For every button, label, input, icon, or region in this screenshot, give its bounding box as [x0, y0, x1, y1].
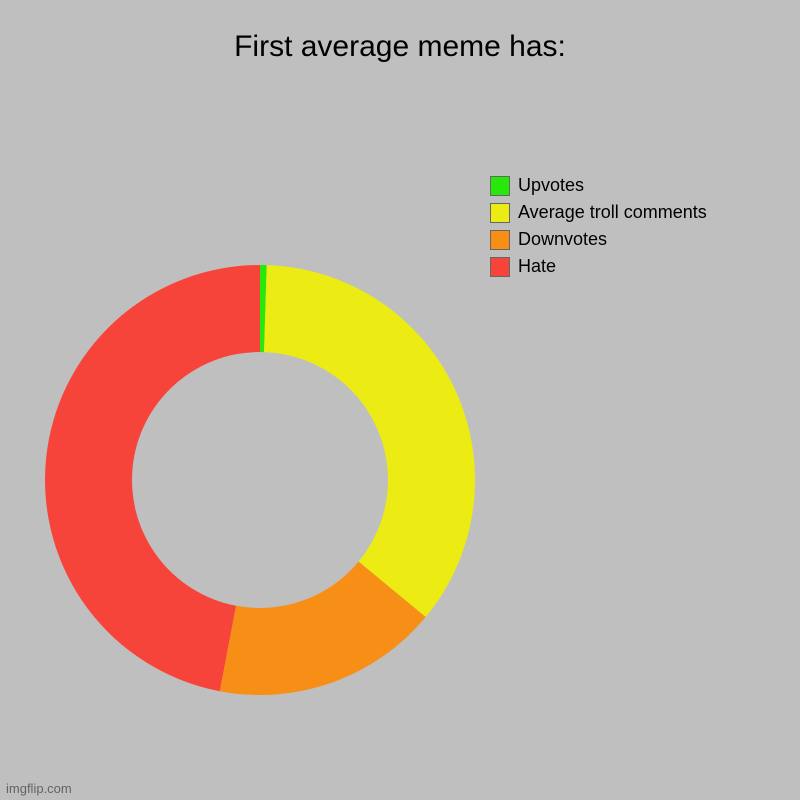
legend: Upvotes Average troll comments Downvotes Ha…	[490, 175, 707, 283]
chart-title: First average meme has:	[0, 30, 800, 64]
legend-label: Average troll comments	[518, 202, 707, 223]
legend-swatch	[490, 176, 510, 196]
donut-slice	[264, 265, 475, 617]
legend-label: Hate	[518, 256, 556, 277]
legend-swatch	[490, 257, 510, 277]
legend-label: Downvotes	[518, 229, 607, 250]
legend-item: Upvotes	[490, 175, 707, 196]
legend-label: Upvotes	[518, 175, 584, 196]
legend-item: Hate	[490, 256, 707, 277]
legend-swatch	[490, 203, 510, 223]
legend-swatch	[490, 230, 510, 250]
watermark: imgflip.com	[6, 781, 72, 796]
donut-svg	[45, 265, 475, 695]
chart-canvas: First average meme has: Upvotes Average t…	[0, 0, 800, 800]
legend-item: Downvotes	[490, 229, 707, 250]
donut-slice	[45, 265, 260, 691]
legend-item: Average troll comments	[490, 202, 707, 223]
donut-chart	[45, 265, 475, 700]
